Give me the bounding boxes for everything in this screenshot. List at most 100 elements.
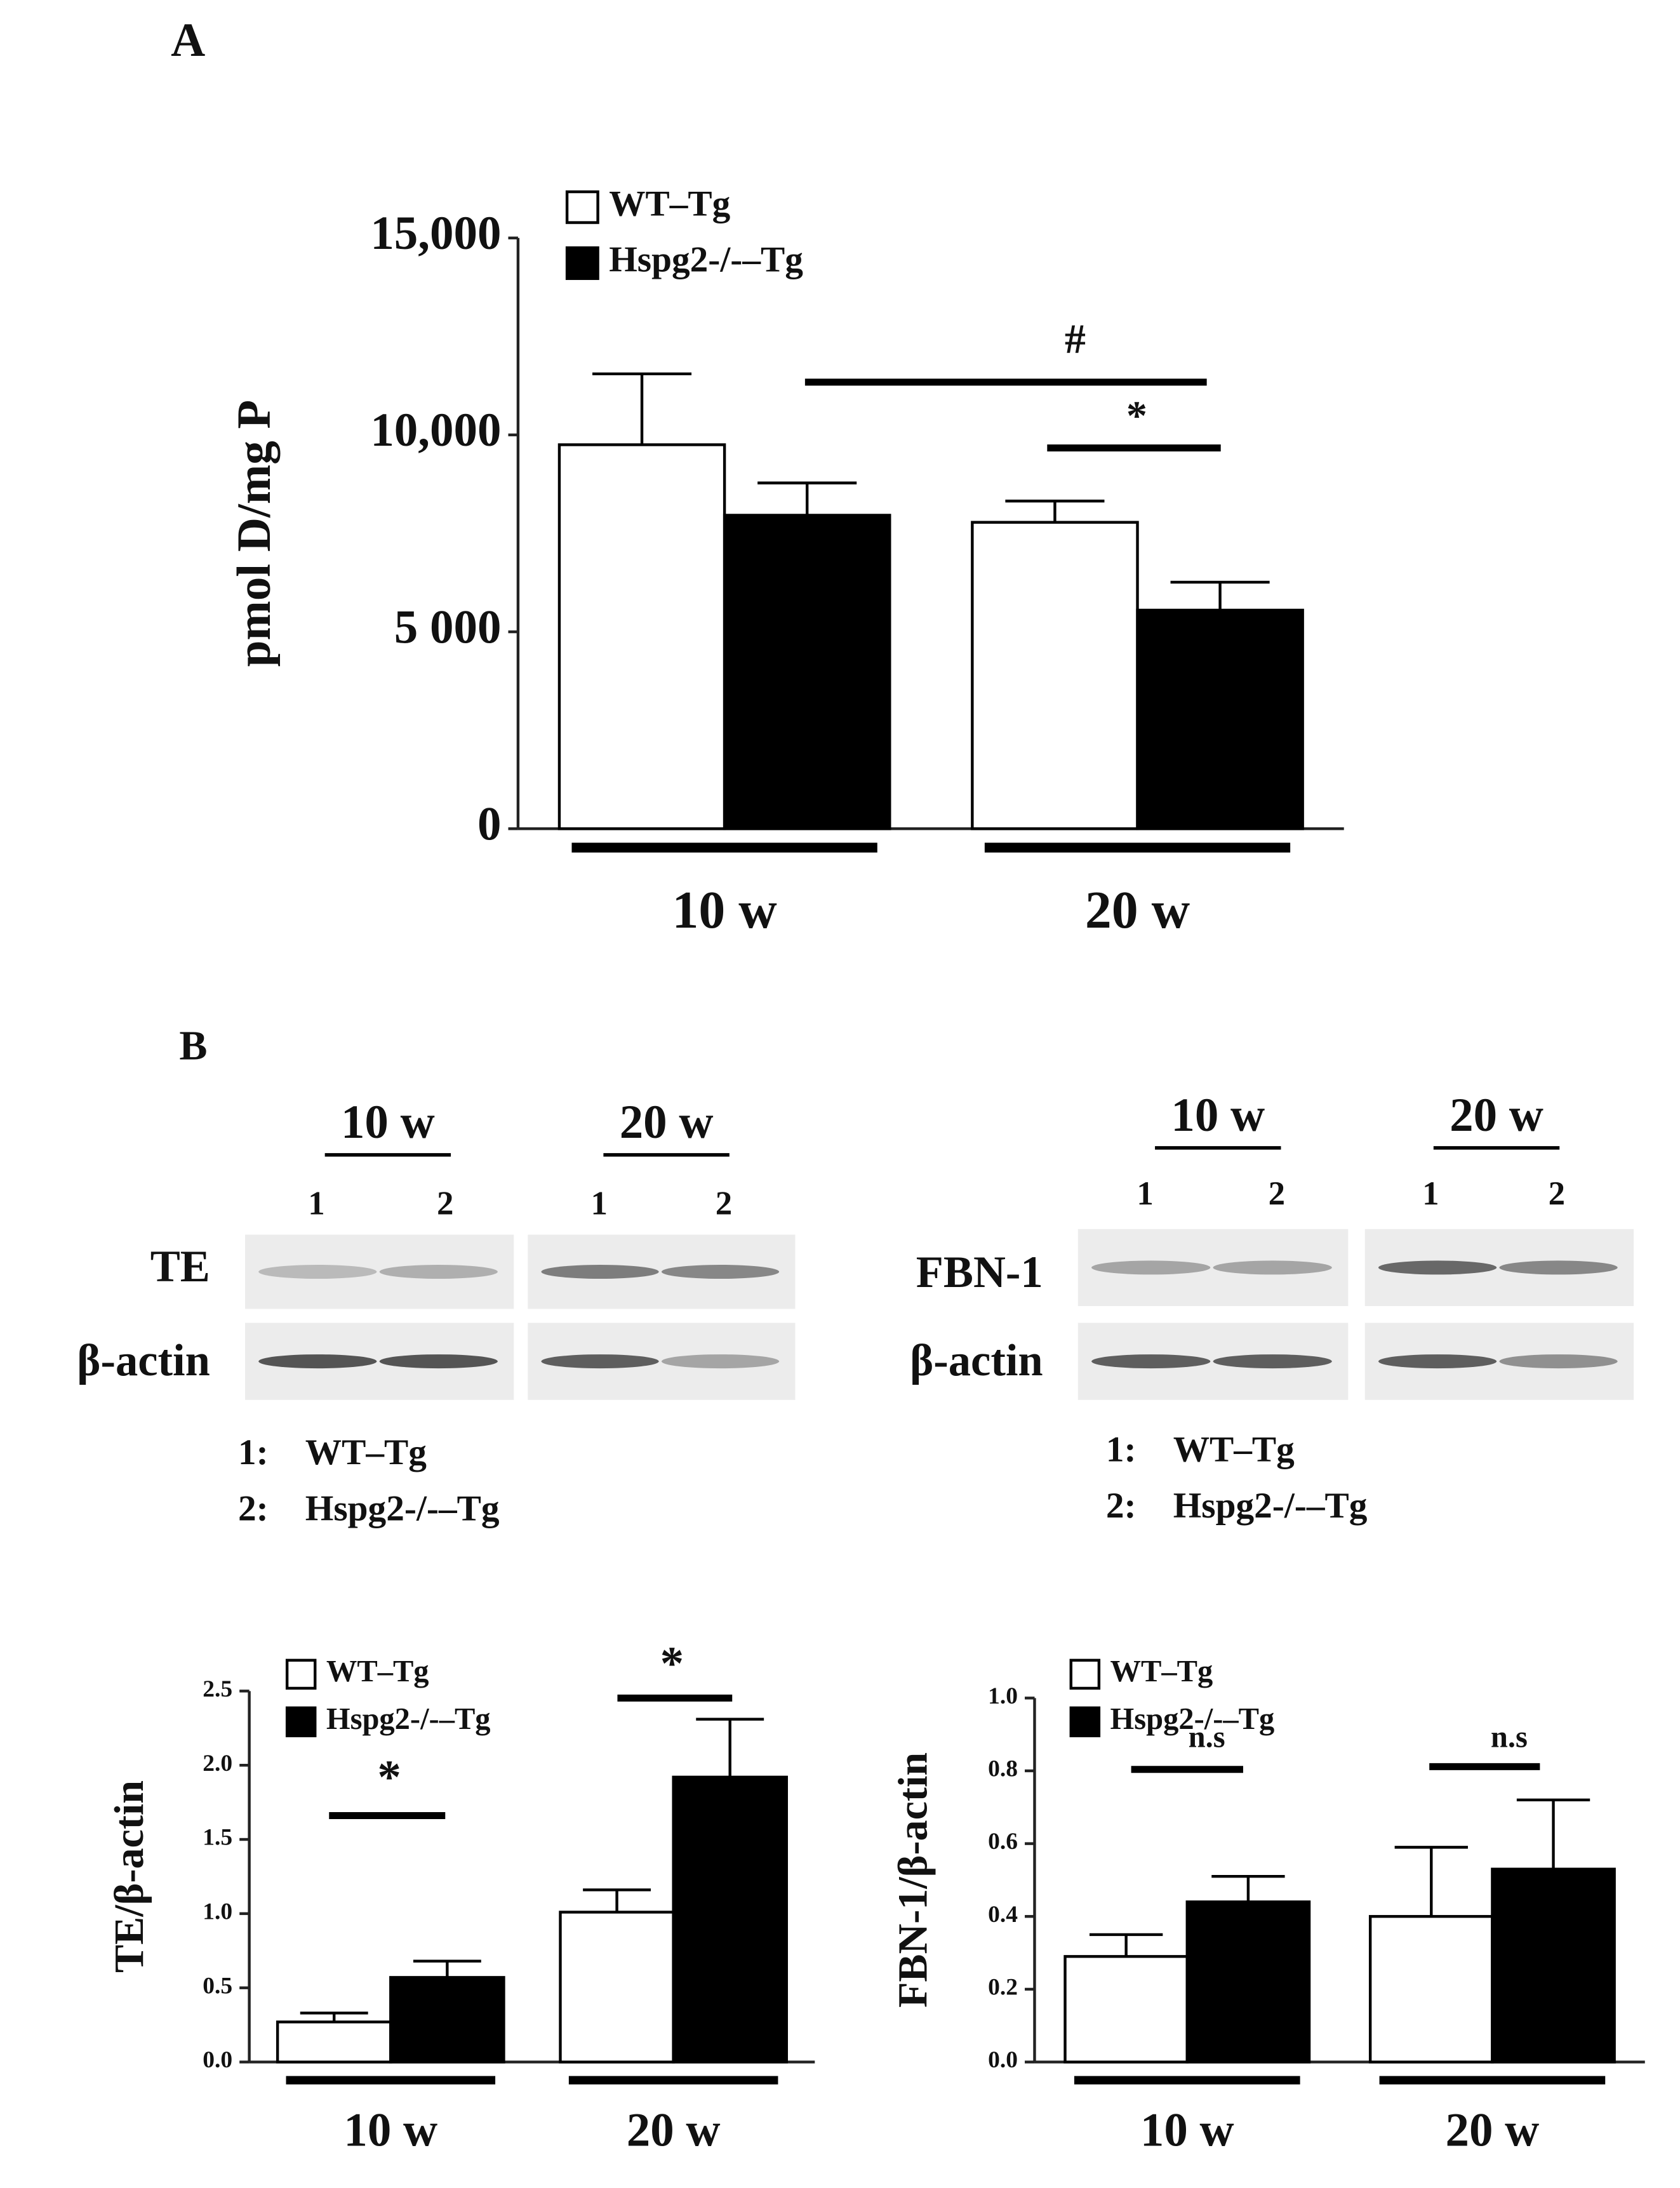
blot-panel — [1077, 1229, 1349, 1307]
legend-label: WT–Tg — [326, 1655, 429, 1688]
y-tick-label: 0.4 — [988, 1902, 1018, 1928]
blot-band — [541, 1354, 659, 1369]
category-bar — [984, 843, 1291, 853]
blot-band — [661, 1354, 780, 1369]
x-tick-label: 10 w — [343, 2104, 437, 2156]
y-tick-label: 1.5 — [203, 1825, 232, 1851]
y-tick-label: 15,000 — [370, 207, 501, 260]
annotation: * — [660, 1638, 684, 1690]
lane-label: 1 — [1137, 1175, 1153, 1212]
lane-label: 2 — [716, 1185, 732, 1222]
blot-row-label: FBN-1 — [916, 1248, 1043, 1297]
blot-legend-number: 1: — [1106, 1430, 1137, 1470]
bar — [1185, 1900, 1311, 2064]
x-tick-label: 10 w — [672, 881, 778, 940]
blot-band — [1499, 1260, 1618, 1275]
blot-band — [1091, 1354, 1211, 1369]
blot-legend-text: WT–Tg — [1173, 1430, 1295, 1470]
legend-swatch — [565, 246, 599, 280]
blot-band — [1213, 1354, 1332, 1369]
blot-band — [1378, 1354, 1497, 1369]
blot-band — [1499, 1354, 1618, 1369]
bar — [1491, 1867, 1616, 2064]
blot-legend-number: 2: — [238, 1488, 269, 1528]
blot-band — [541, 1264, 659, 1279]
blot-group-label: 20 w — [620, 1096, 714, 1149]
y-tick-label: 2.0 — [203, 1751, 232, 1777]
blot-band — [379, 1354, 498, 1369]
y-tick-label: 0 — [477, 797, 501, 850]
legend-swatch — [565, 190, 599, 224]
category-bar — [286, 2076, 496, 2085]
x-tick-label: 20 w — [627, 2104, 721, 2156]
annotation: # — [1065, 316, 1086, 362]
annotation: n.s — [1189, 1721, 1225, 1754]
y-axis-label: FBN-1/β-actin — [890, 1752, 936, 2008]
blot-band — [379, 1264, 498, 1279]
lane-label: 2 — [1269, 1175, 1285, 1212]
blot-legend-number: 2: — [1106, 1486, 1137, 1526]
category-bar — [571, 843, 877, 853]
blot-band — [258, 1354, 377, 1369]
y-tick-label: 1.0 — [988, 1683, 1018, 1709]
bar — [557, 443, 726, 831]
bar — [389, 1976, 505, 2064]
x-tick-label: 10 w — [1140, 2104, 1234, 2156]
legend-label: Hspg2-/-–Tg — [326, 1702, 491, 1736]
legend-label: Hspg2-/-–Tg — [609, 240, 803, 280]
blot-legend-text: WT–Tg — [305, 1432, 427, 1472]
legend-label: WT–Tg — [609, 183, 730, 223]
lane-label: 1 — [591, 1185, 608, 1222]
legend-swatch — [1069, 1658, 1101, 1690]
annotation: * — [377, 1751, 401, 1804]
blot-row-label: TE — [150, 1242, 210, 1291]
y-tick-label: 1.0 — [203, 1898, 232, 1925]
lane-label: 1 — [1422, 1175, 1439, 1212]
bar — [1368, 1915, 1494, 2064]
blot-group-label: 10 w — [341, 1096, 435, 1149]
bar — [1136, 608, 1304, 831]
blot-band — [1378, 1260, 1497, 1275]
annotation: * — [1126, 393, 1147, 439]
annotation: n.s — [1491, 1721, 1528, 1754]
y-axis-label: TE/β-actin — [106, 1780, 152, 1973]
x-tick-label: 20 w — [1085, 881, 1190, 940]
blot-band — [258, 1264, 377, 1279]
y-tick-label: 0.6 — [988, 1829, 1018, 1855]
category-bar — [568, 2076, 778, 2085]
blot-group-label: 10 w — [1171, 1089, 1265, 1142]
blot-legend-text: Hspg2-/-–Tg — [1173, 1486, 1368, 1526]
blot-row-label: β-actin — [77, 1336, 210, 1385]
lane-label: 1 — [308, 1185, 324, 1222]
category-bar — [1379, 2076, 1606, 2085]
y-tick-label: 5 000 — [394, 601, 502, 653]
legend-swatch — [285, 1658, 317, 1690]
panel-label: A — [171, 14, 205, 67]
bar — [971, 521, 1139, 831]
bar — [559, 1911, 675, 2064]
y-tick-label: 10,000 — [370, 404, 501, 457]
blot-row-label: β-actin — [910, 1336, 1043, 1385]
y-tick-label: 0.0 — [203, 2047, 232, 2073]
blot-legend-text: Hspg2-/-–Tg — [305, 1488, 500, 1528]
lane-label: 2 — [1549, 1175, 1565, 1212]
blot-group-label: 20 w — [1450, 1089, 1543, 1142]
blot-band — [661, 1264, 780, 1279]
category-bar — [1074, 2076, 1300, 2085]
blot-legend-number: 1: — [238, 1432, 269, 1472]
bar — [276, 2020, 392, 2064]
y-tick-label: 2.5 — [203, 1676, 232, 1702]
y-tick-label: 0.8 — [988, 1756, 1018, 1782]
legend-swatch — [1069, 1706, 1101, 1738]
panel-label: B — [179, 1023, 207, 1069]
blot-panel — [244, 1234, 514, 1309]
y-axis-label: pmol D/mg P — [228, 400, 281, 667]
bar — [723, 514, 891, 831]
legend-swatch — [285, 1706, 317, 1738]
y-tick-label: 0.2 — [988, 1975, 1018, 2001]
legend-label: Hspg2-/-–Tg — [1110, 1702, 1275, 1736]
bar — [1063, 1955, 1189, 2064]
y-tick-label: 0.0 — [988, 2047, 1018, 2073]
lane-label: 2 — [437, 1185, 453, 1222]
